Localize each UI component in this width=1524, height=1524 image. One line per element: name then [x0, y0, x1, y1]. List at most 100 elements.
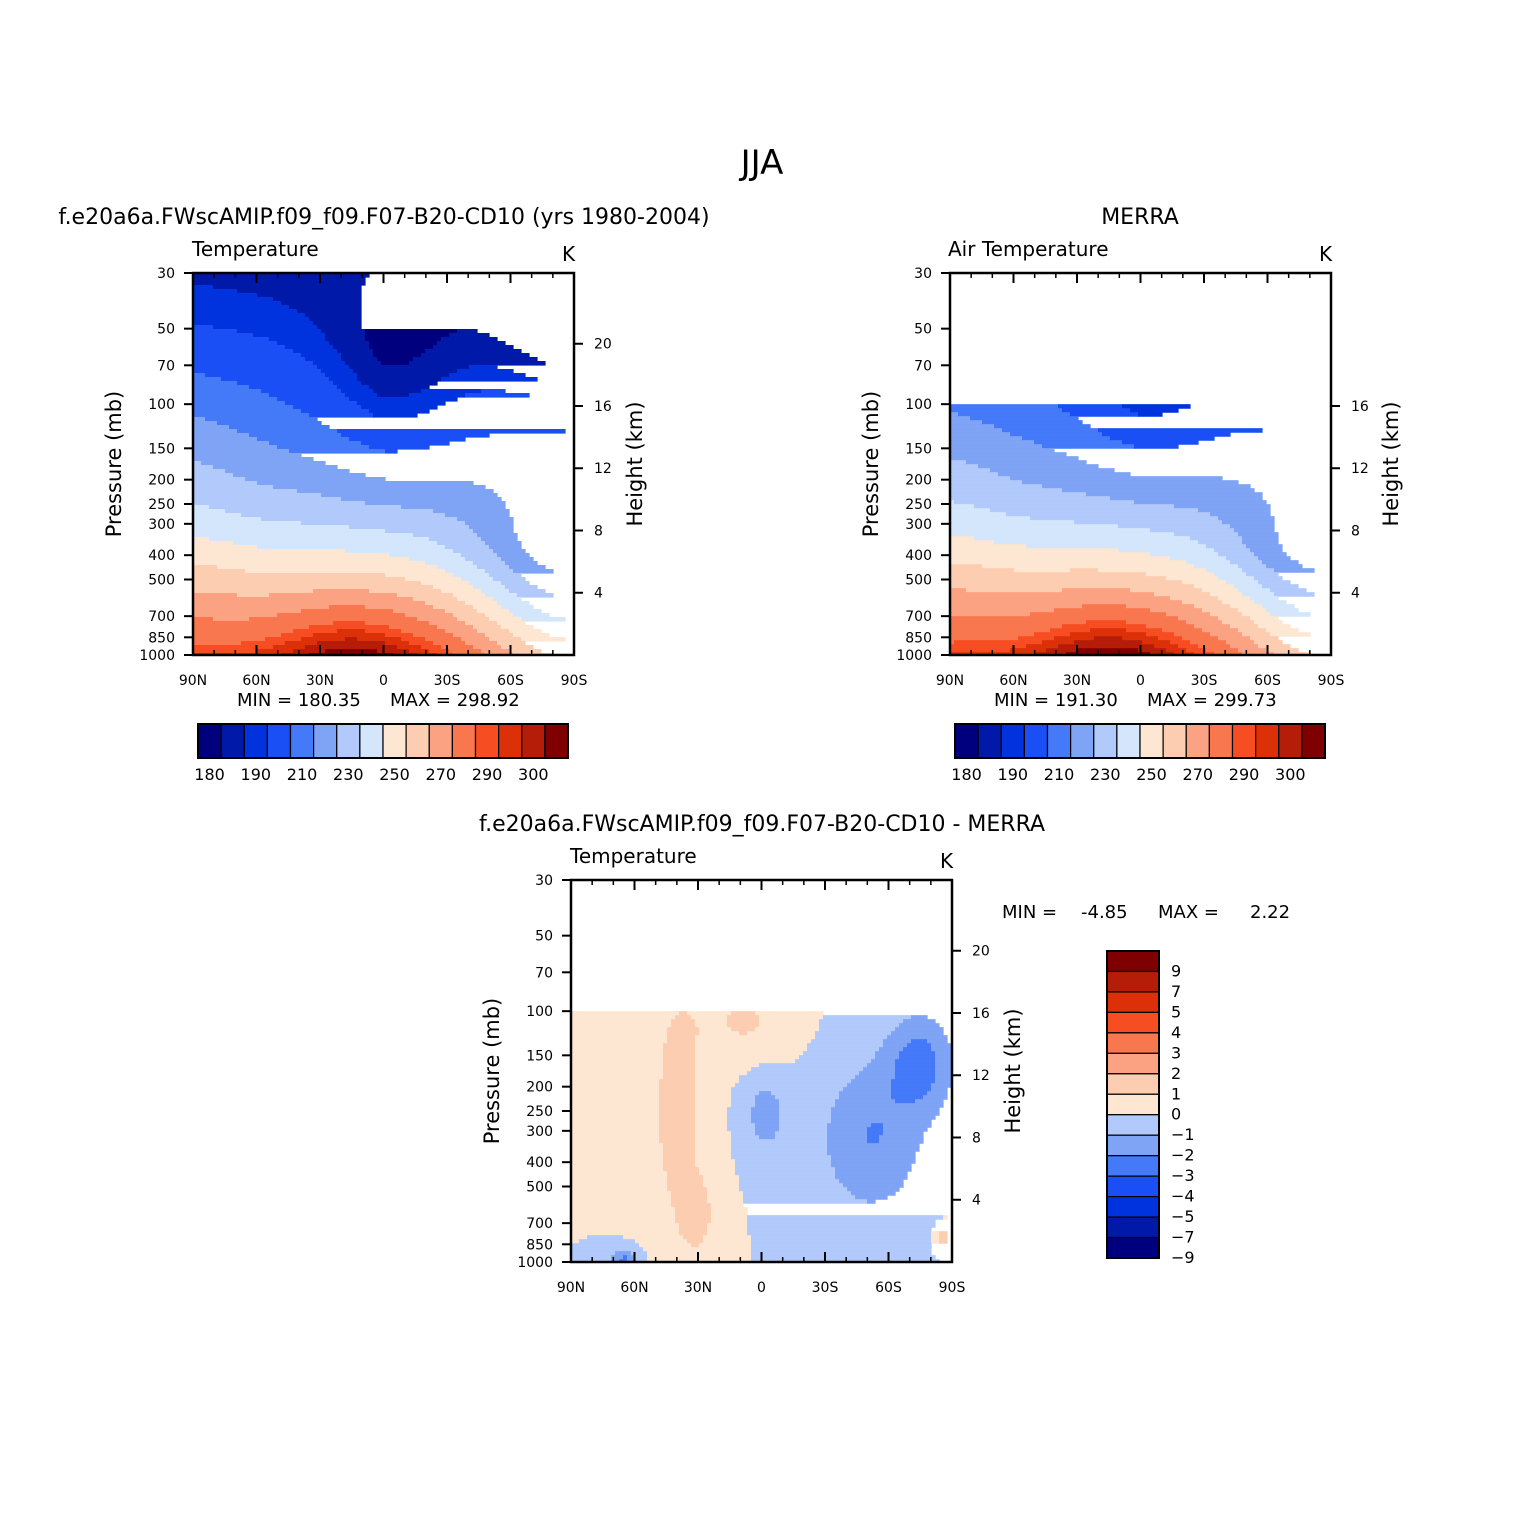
contour-cell: [699, 1171, 736, 1176]
contour-cell: [481, 589, 510, 594]
contour-cell: [935, 1067, 952, 1072]
contour-cell: [671, 1195, 708, 1200]
contour-cell: [695, 1091, 732, 1096]
contour-cell: [465, 621, 498, 626]
colorbar-label: 0: [1171, 1105, 1181, 1124]
contour-cell: [831, 1119, 932, 1124]
contour-cell: [193, 553, 390, 558]
contour-cell: [193, 533, 414, 538]
colorbar-label: 270: [1183, 765, 1214, 784]
colorbar-label: 250: [1136, 765, 1167, 784]
contour-cell: [950, 492, 1087, 497]
contour-cell: [193, 481, 258, 486]
contour-cell: [950, 428, 1003, 433]
contour-cell: [950, 572, 1147, 577]
y-tick-label: 250: [526, 1104, 553, 1120]
contour-cell: [731, 1091, 760, 1096]
contour-cell: [571, 1239, 580, 1244]
contour-cell: [333, 345, 370, 350]
y-tick-label: 850: [905, 630, 932, 646]
contour-cell: [935, 1055, 952, 1060]
contour-cell: [193, 637, 266, 642]
contour-cell: [871, 1059, 896, 1064]
contour-cell: [711, 1203, 744, 1208]
contour-cell: [695, 1043, 808, 1048]
contour-cell: [193, 425, 230, 430]
contour-cell: [571, 1087, 660, 1092]
contour-cell: [1266, 564, 1303, 569]
contour-cell: [659, 1139, 696, 1144]
contour-cell: [277, 341, 330, 346]
contour-cell: [1014, 568, 1071, 573]
colorbar-box: [197, 723, 222, 759]
contour-cell: [1234, 528, 1275, 533]
y-tick-label: 50: [157, 322, 175, 338]
contour-cell: [193, 613, 278, 618]
contour-cell: [265, 637, 302, 642]
contour-cell: [623, 1235, 684, 1240]
contour-cell: [950, 436, 1023, 441]
contour-cell: [950, 420, 983, 425]
contour-cell: [193, 417, 206, 422]
contour-cell: [747, 1227, 932, 1232]
colorbar-box: [451, 723, 477, 759]
colorbar-label: 180: [951, 765, 982, 784]
contour-cell: [950, 636, 1019, 641]
contour-cell: [571, 1191, 672, 1196]
contour-cell: [571, 1043, 664, 1048]
colorbar-box: [1255, 723, 1280, 759]
contour-cell: [1270, 632, 1311, 637]
contour-cell: [1118, 548, 1215, 553]
contour-cell: [899, 1023, 940, 1028]
panel-diff-ylabel-right: Height (km): [1001, 1008, 1025, 1133]
contour-cell: [1062, 588, 1131, 593]
panel-diff-title: f.e20a6a.FWscAMIP.f09_f09.F07-B20-CD10 -…: [479, 812, 1045, 837]
contour-cell: [931, 1239, 940, 1244]
contour-cell: [1122, 636, 1159, 641]
contour-cell: [1026, 644, 1059, 649]
contour-cell: [1186, 560, 1231, 565]
contour-cell: [373, 389, 422, 394]
contour-cell: [891, 1087, 932, 1092]
contour-cell: [205, 417, 318, 422]
contour-cell: [369, 345, 434, 350]
contour-cell: [193, 517, 262, 522]
contour-cell: [193, 461, 202, 466]
contour-cell: [915, 1099, 944, 1104]
contour-cell: [663, 1143, 696, 1148]
contour-cell: [341, 357, 378, 362]
contour-cell: [571, 1115, 660, 1120]
contour-cell: [193, 645, 274, 650]
contour-cell: [193, 293, 258, 298]
contour-cell: [425, 349, 522, 354]
contour-cell: [803, 1051, 876, 1056]
colorbar-box: [954, 723, 979, 759]
y-tick-label: 700: [526, 1216, 553, 1232]
contour-cell: [966, 460, 1087, 465]
contour-cell: [695, 1139, 732, 1144]
contour-cell: [667, 1039, 696, 1044]
contour-cell: [401, 637, 426, 642]
contour-cell: [695, 1039, 812, 1044]
contour-cell: [469, 365, 498, 370]
contour-cell: [417, 617, 458, 622]
y-tick-label: 150: [526, 1048, 553, 1064]
contour-cell: [1090, 628, 1127, 633]
contour-cell: [469, 581, 502, 586]
contour-cell: [731, 1147, 828, 1152]
panel-obs-colorbar: 180 190 210 230 250 270 290 300: [951, 723, 1326, 784]
contour-cell: [895, 1071, 936, 1076]
contour-cell: [449, 649, 482, 654]
contour-cell: [193, 361, 314, 366]
contour-cell: [695, 1087, 732, 1092]
contour-cell: [441, 337, 498, 342]
x-tick-label: 60N: [999, 673, 1027, 689]
contour-cell: [205, 373, 326, 378]
panel-diff: f.e20a6a.FWscAMIP.f09_f09.F07-B20-CD10 -…: [479, 812, 1290, 1296]
contour-cell: [663, 1051, 696, 1056]
contour-cell: [1238, 648, 1267, 653]
contour-cell: [1034, 632, 1071, 637]
contour-cell: [1206, 568, 1243, 573]
contour-cell: [413, 633, 454, 638]
height-tick-label: 12: [972, 1068, 990, 1084]
